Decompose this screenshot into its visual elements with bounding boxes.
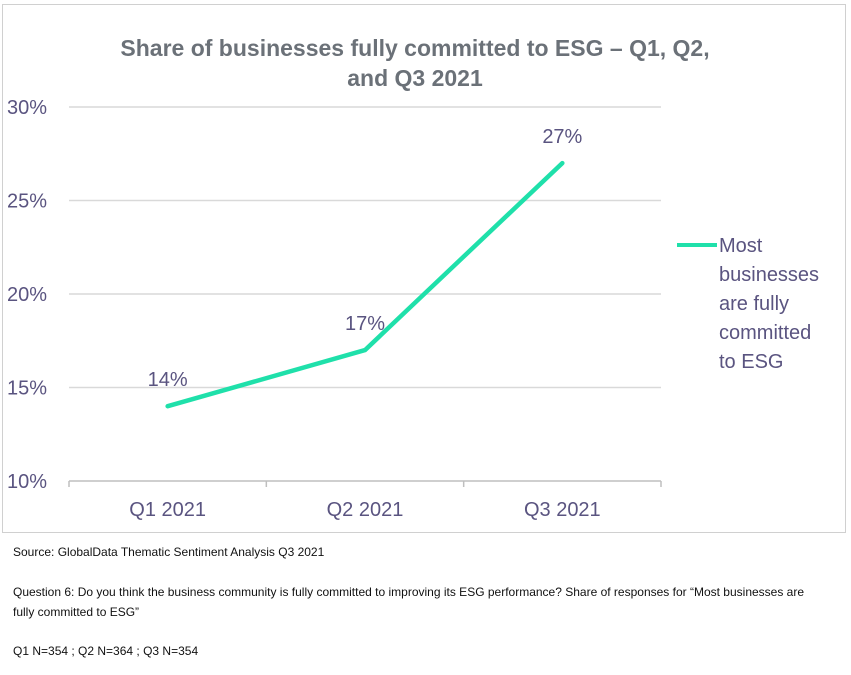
data-label: 14%: [148, 369, 188, 391]
x-tick-label: Q2 2021: [327, 499, 404, 521]
data-labels: 14% 17% 27%: [148, 126, 583, 391]
series-most-businesses: [165, 160, 565, 409]
gridlines: [69, 106, 661, 389]
line-chart: Share of businesses fully committed to E…: [7, 35, 819, 521]
legend: Most businesses are fully committed to E…: [677, 235, 819, 373]
y-tick-label: 25%: [7, 191, 47, 213]
chart-title: Share of businesses fully committed to E…: [120, 35, 709, 91]
x-tick-label: Q3 2021: [524, 499, 601, 521]
series-line: [165, 160, 565, 409]
y-tick-label: 10%: [7, 471, 47, 493]
y-tick-label: 20%: [7, 284, 47, 306]
legend-label-line-2: businesses: [719, 264, 819, 286]
data-label: 17%: [345, 313, 385, 335]
legend-label-line-3: are fully: [719, 293, 789, 315]
y-tick-label: 15%: [7, 378, 47, 400]
legend-label-line-1: Most: [719, 235, 763, 257]
chart-title-line-2: and Q3 2021: [347, 65, 483, 91]
data-label: 27%: [542, 126, 582, 148]
source-note: Source: GlobalData Thematic Sentiment An…: [13, 545, 325, 559]
legend-label-line-4: committed: [719, 322, 811, 344]
legend-label-line-5: to ESG: [719, 351, 783, 373]
x-axis: Q1 2021 Q2 2021 Q3 2021: [68, 480, 662, 521]
y-tick-label: 30%: [7, 97, 47, 119]
y-axis-ticks: 30% 25% 20% 15% 10%: [7, 97, 47, 493]
x-tick-label: Q1 2021: [129, 499, 206, 521]
chart-frame: Share of businesses fully committed to E…: [2, 4, 846, 533]
question-note: Question 6: Do you think the business co…: [13, 585, 805, 619]
chart-title-line-1: Share of businesses fully committed to E…: [120, 35, 709, 61]
sample-size-note: Q1 N=354 ; Q2 N=364 ; Q3 N=354: [13, 644, 199, 658]
